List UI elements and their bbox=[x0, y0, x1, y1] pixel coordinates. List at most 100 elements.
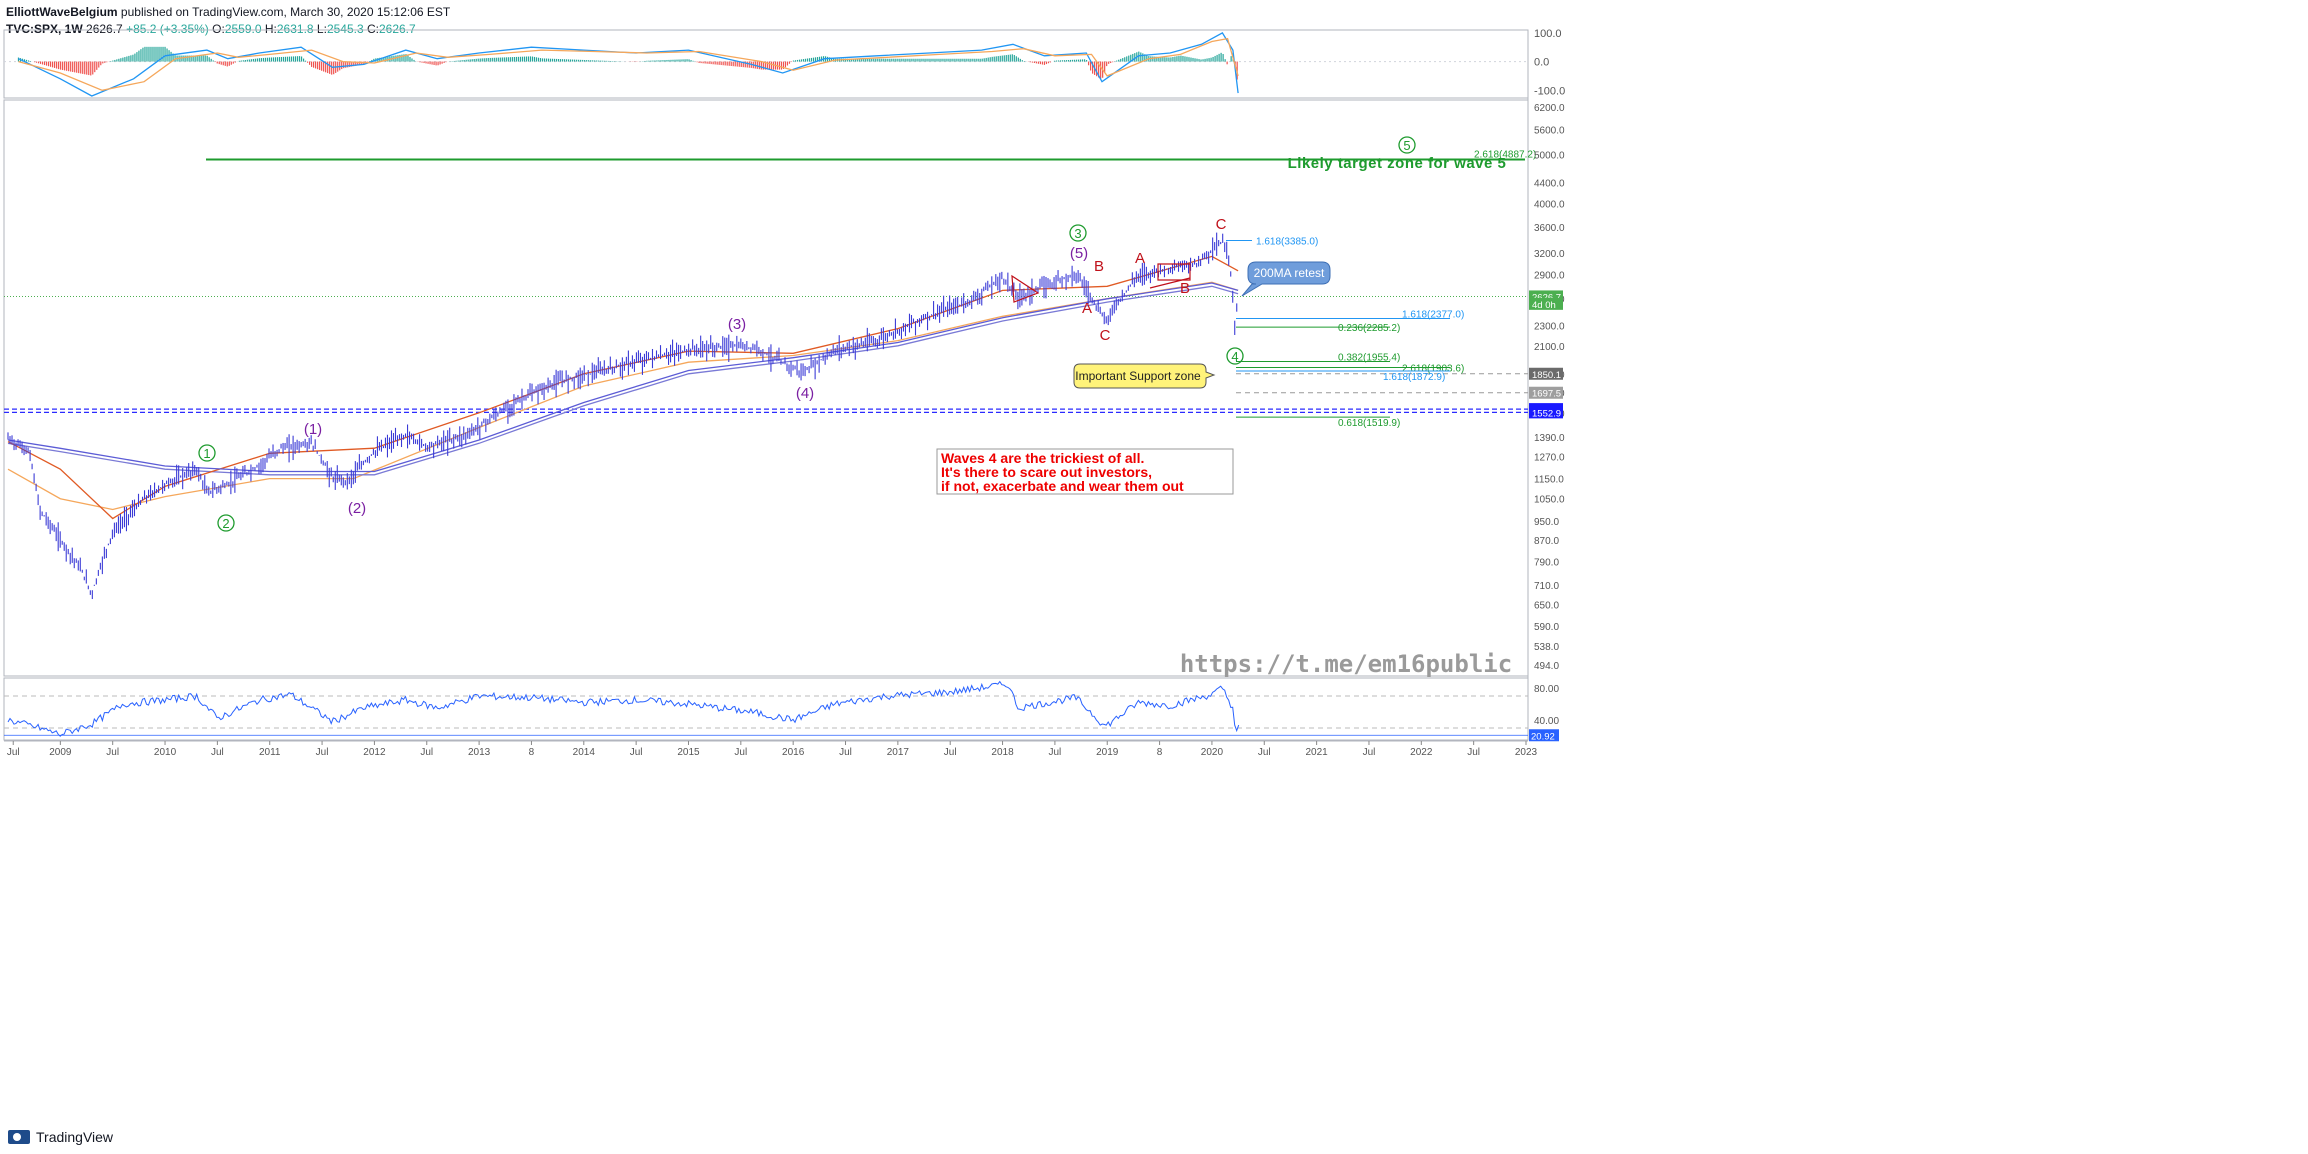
price-tick-label: 1270.0 bbox=[1534, 453, 1565, 464]
wave-primary-label: (3) bbox=[728, 316, 746, 333]
fib-level-label: 1.618(2377.0) bbox=[1402, 309, 1464, 320]
price-tick-label: 4400.0 bbox=[1534, 179, 1565, 190]
rsi-tag-box bbox=[1529, 729, 1559, 742]
low-label: L: bbox=[316, 22, 327, 36]
time-tick-label: Jul bbox=[211, 747, 224, 758]
time-tick-label: 2016 bbox=[782, 747, 805, 758]
time-tick-label: 2009 bbox=[49, 747, 72, 758]
fib-level-label: 2.618(1903.6) bbox=[1402, 363, 1464, 374]
wave-2-circle-label: 2 bbox=[217, 514, 235, 532]
price-tick-label: 650.0 bbox=[1534, 600, 1559, 611]
price-tick-label: 3600.0 bbox=[1534, 223, 1565, 234]
low-value: 2545.3 bbox=[326, 22, 364, 36]
price-tick-label: 1150.0 bbox=[1534, 475, 1564, 486]
high-label: H: bbox=[264, 22, 277, 36]
open-value: 2559.0 bbox=[224, 22, 262, 36]
price-tag: 1697.5 bbox=[1529, 386, 1563, 400]
wave-number: 1 bbox=[203, 446, 210, 461]
price-tick-label: 950.0 bbox=[1534, 517, 1559, 528]
price-tick-label: 4000.0 bbox=[1534, 200, 1565, 211]
tradingview-brand[interactable]: TradingView bbox=[8, 1129, 113, 1145]
macd-signal-line bbox=[18, 37, 1239, 91]
wave-circle bbox=[1069, 224, 1087, 242]
price-tick-label: 538.0 bbox=[1534, 642, 1559, 653]
price-bars bbox=[7, 232, 1238, 600]
price-tick-label: 6200.0 bbox=[1534, 103, 1565, 114]
flag-pattern bbox=[1157, 263, 1191, 281]
wave-circle bbox=[198, 444, 216, 462]
time-tick-label: Jul bbox=[734, 747, 747, 758]
macd-line bbox=[18, 32, 1239, 97]
rsi-line bbox=[7, 680, 1240, 737]
wave-number: 4 bbox=[1231, 349, 1238, 364]
note-line: if not, exacerbate and wear them out bbox=[941, 478, 1184, 494]
rsi-last-tag: 20.92 bbox=[1529, 729, 1559, 742]
fib-level-label: 1.618(3385.0) bbox=[1256, 236, 1318, 247]
time-tick-label: 2014 bbox=[573, 747, 596, 758]
wave-primary-label: (5) bbox=[1070, 245, 1088, 262]
callout-box bbox=[1073, 363, 1216, 389]
price-tick-label: 494.0 bbox=[1534, 661, 1559, 672]
time-tick-label: Jul bbox=[839, 747, 852, 758]
price-tag-label: 1850.1 bbox=[1532, 370, 1561, 381]
price-tick-label: 5000.0 bbox=[1534, 150, 1565, 161]
price-tag-label: 1552.9 bbox=[1532, 408, 1561, 419]
time-tick-label: 2010 bbox=[154, 747, 177, 758]
time-tick-label: 2020 bbox=[1201, 747, 1224, 758]
wave-circle bbox=[1226, 347, 1244, 365]
price-tag-box bbox=[1529, 367, 1563, 380]
wave-primary-label: (2) bbox=[348, 500, 366, 517]
fib-level-label: 0.618(1519.9) bbox=[1338, 418, 1400, 429]
time-tick-label: 2011 bbox=[259, 747, 281, 758]
time-tick-label: 2023 bbox=[1515, 747, 1538, 758]
time-tick-label: 2018 bbox=[991, 747, 1014, 758]
symbol-name[interactable]: TVC:SPX, 1W bbox=[6, 22, 83, 36]
note-line: It's there to scare out investors, bbox=[941, 464, 1152, 480]
wave-abc-label: B bbox=[1180, 280, 1190, 297]
time-tick-label: Jul bbox=[316, 747, 329, 758]
rsi-tick-label: 40.00 bbox=[1534, 716, 1559, 727]
last-price: 2626.7 bbox=[86, 22, 123, 36]
wave4-note: Waves 4 are the trickiest of all.It's th… bbox=[936, 448, 1234, 495]
price-tag: 1850.1 bbox=[1529, 367, 1563, 381]
wave-abc-label: C bbox=[1216, 216, 1227, 233]
wave-number: 2 bbox=[222, 516, 229, 531]
support-zone-callout: Important Support zone bbox=[1073, 363, 1216, 389]
fib-level-label: 0.236(2285.2) bbox=[1338, 323, 1400, 334]
time-tick-label: 8 bbox=[1157, 747, 1163, 758]
wave-4-circle-label: 4 bbox=[1226, 347, 1244, 365]
high-value: 2631.8 bbox=[276, 22, 314, 36]
price-tick-label: 5600.0 bbox=[1534, 125, 1565, 136]
rsi-tag-label: 20.92 bbox=[1531, 731, 1555, 742]
wave-1-circle-label: 1 bbox=[198, 444, 216, 462]
time-tick-label: Jul bbox=[630, 747, 643, 758]
time-tick-label: 2017 bbox=[887, 747, 910, 758]
price-tick-label: 3200.0 bbox=[1534, 249, 1565, 260]
close-label: C: bbox=[366, 22, 379, 36]
tradingview-logo-icon bbox=[8, 1130, 30, 1144]
time-tick-label: Jul bbox=[1467, 747, 1480, 758]
time-tick-label: Jul bbox=[1363, 747, 1376, 758]
macd-histogram bbox=[17, 46, 1238, 80]
author-name[interactable]: ElliottWaveBelgium bbox=[6, 5, 118, 19]
time-tick-label: 2015 bbox=[677, 747, 700, 758]
wave-abc-label: A bbox=[1135, 250, 1145, 267]
wave-3-circle-label: 3 bbox=[1069, 224, 1087, 242]
wave-primary-label: (1) bbox=[304, 421, 322, 438]
price-tick-label: 2100.0 bbox=[1534, 342, 1565, 353]
close-value: 2626.7 bbox=[378, 22, 416, 36]
wave-abc-label: B bbox=[1094, 258, 1104, 275]
wave-number: 3 bbox=[1074, 226, 1081, 241]
time-tick-label: 2022 bbox=[1410, 747, 1433, 758]
price-tick-label: 2900.0 bbox=[1534, 271, 1565, 282]
price-change: +85.2 (+3.35%) bbox=[126, 22, 209, 36]
callout-text: 200MA retest bbox=[1254, 266, 1325, 280]
price-tag-label: 4d 0h bbox=[1532, 300, 1556, 311]
moving-average-line bbox=[7, 285, 1239, 476]
watermark-url: https://t.me/em16public bbox=[1180, 650, 1512, 678]
price-tag: 1552.9 bbox=[1529, 406, 1563, 419]
time-tick-label: Jul bbox=[420, 747, 433, 758]
time-tick-label: 2012 bbox=[363, 747, 386, 758]
price-tick-label: 870.0 bbox=[1534, 536, 1559, 547]
